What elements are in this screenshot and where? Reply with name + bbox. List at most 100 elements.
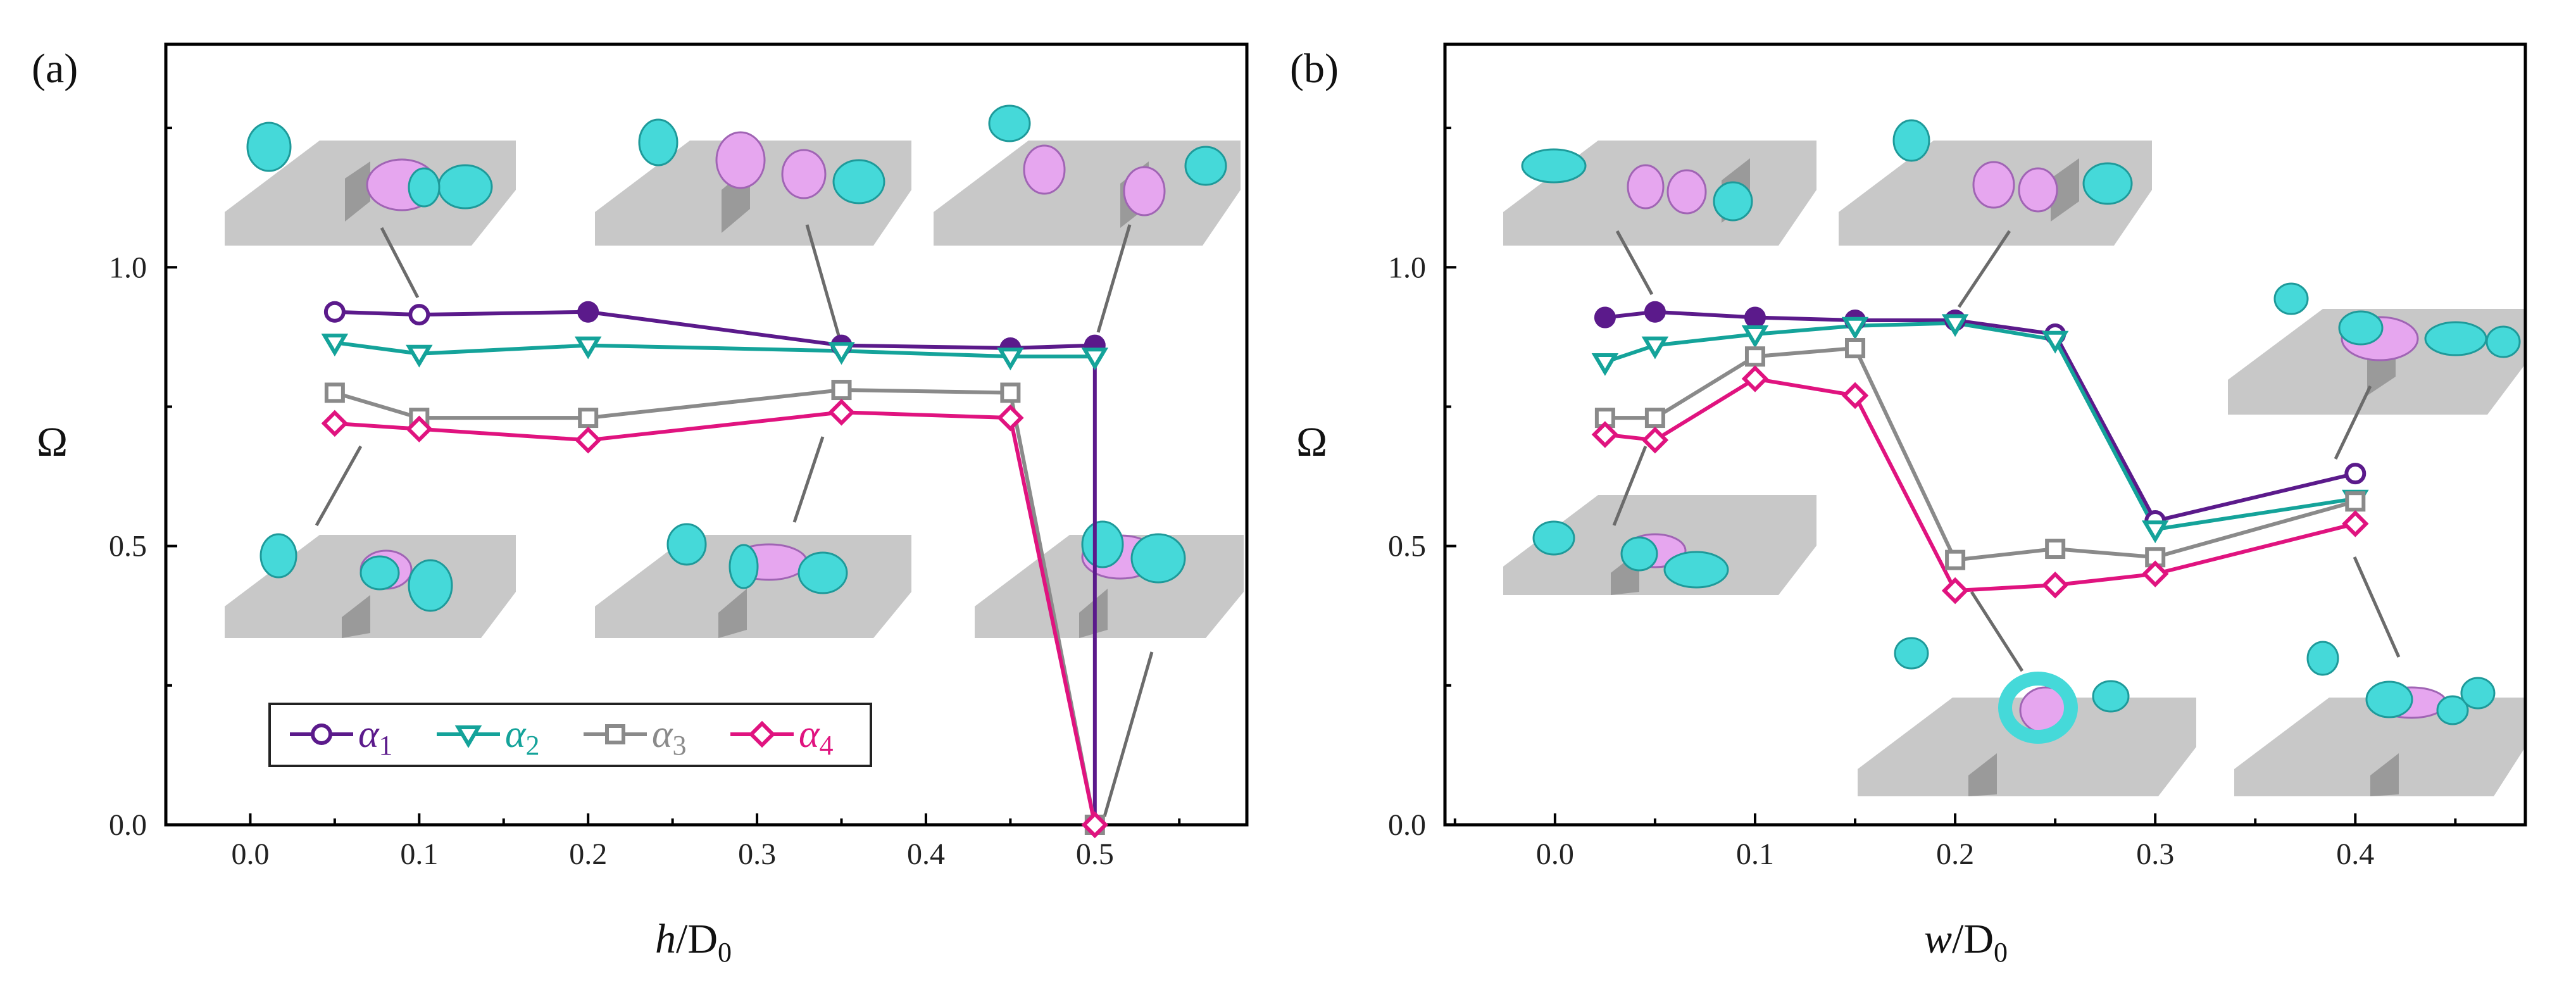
vortex-inset-a2	[595, 118, 911, 246]
panel-b-leader-lines	[1612, 230, 2401, 672]
x-tick-label: 0.4	[2336, 837, 2374, 871]
legend: α1 α2 α3 α4	[268, 703, 872, 767]
data-point-α2	[1081, 348, 1109, 371]
data-point-α3	[1845, 337, 1866, 358]
data-point-α3	[2345, 491, 2366, 512]
data-point-α1	[1744, 306, 1766, 329]
data-point-α2	[1591, 353, 1619, 376]
vortex-inset-b3	[2228, 282, 2525, 415]
data-point-α3	[1644, 408, 1665, 429]
vortex-inset-a6	[975, 520, 1244, 638]
x-tick-label: 0.4	[907, 837, 945, 871]
data-point-α4	[1081, 811, 1109, 839]
data-point-α2	[1941, 314, 1969, 337]
x-tick-label: 0.1	[400, 837, 438, 871]
data-point-α1	[1644, 301, 1666, 323]
vortex-inset-a3	[934, 104, 1241, 246]
panel-b-label: (b)	[1290, 46, 1339, 92]
series-line-α2	[334, 341, 1095, 359]
data-point-α4	[2041, 572, 2069, 599]
series-line-α3	[334, 388, 1097, 825]
x-tick-label: 0.5	[1076, 837, 1114, 871]
panel-b-plot: 0.0 0.1 0.2 0.3 0.4 0.0 0.5 1.0	[1388, 42, 2527, 871]
panel-b: (b)	[1290, 42, 2527, 968]
legend-label: α1	[358, 713, 393, 761]
data-point-α1	[408, 304, 430, 326]
vortex-inset-a1	[225, 122, 516, 246]
data-point-α1	[1594, 306, 1616, 329]
panel-b-insets	[1503, 119, 2525, 796]
data-point-α3	[2045, 539, 2066, 560]
series-line-α2	[1604, 321, 2356, 532]
data-point-α4	[2141, 560, 2169, 587]
series-line-α4	[334, 410, 1097, 825]
vortex-inset-b6	[2234, 641, 2525, 796]
legend-marker	[454, 725, 482, 748]
data-point-α2	[1741, 325, 1769, 348]
y-tick-label: 1.0	[1388, 251, 1426, 284]
x-tick-label: 0.2	[569, 837, 607, 871]
data-point-α2	[2141, 520, 2169, 544]
data-point-α1	[2344, 463, 2367, 485]
data-point-α3	[1945, 549, 1966, 570]
panel-a-ylabel: Ω	[37, 419, 68, 465]
legend-item-α2: α2	[437, 713, 540, 761]
data-point-α2	[997, 348, 1024, 371]
panel-a-frame	[164, 42, 1249, 827]
data-point-α2	[574, 336, 602, 360]
y-tick-label: 0.0	[1388, 808, 1426, 842]
x-tick-label: 0.3	[738, 837, 776, 871]
y-tick-label: 1.0	[109, 251, 147, 284]
legend-marker	[748, 720, 776, 748]
panel-a-plot: 0.0 0.1 0.2 0.3 0.4 0.5 0.0 0.5 1.0	[109, 42, 1249, 871]
panel-a-label: (a)	[32, 46, 78, 92]
vortex-inset-b5	[1858, 637, 2196, 796]
data-point-α3	[1744, 346, 1765, 367]
legend-marker	[605, 724, 625, 744]
panel-a: (a)	[32, 42, 1249, 968]
data-point-α4	[997, 404, 1024, 432]
data-point-α2	[406, 344, 433, 368]
data-point-α4	[1591, 421, 1619, 448]
x-tick-label: 0.0	[231, 837, 269, 871]
data-point-α4	[321, 410, 349, 437]
series-line-α4	[1604, 377, 2356, 593]
data-point-α2	[321, 334, 349, 357]
x-tick-label: 0.0	[1536, 837, 1574, 871]
legend-item-α4: α4	[730, 713, 834, 761]
legend-marker	[311, 724, 332, 745]
series-line-α1	[1604, 310, 2356, 523]
data-point-α2	[828, 342, 855, 365]
data-point-α4	[1841, 382, 1869, 410]
vortex-inset-a4	[225, 533, 516, 638]
panel-a-leader-lines	[315, 224, 1154, 817]
panel-a-insets	[225, 104, 1244, 817]
vortex-inset-b2	[1839, 119, 2152, 246]
vortex-inset-b1	[1503, 141, 1816, 246]
legend-label: α4	[799, 713, 834, 761]
data-point-α3	[578, 408, 599, 429]
data-point-α1	[577, 301, 599, 323]
legend-item-α1: α1	[290, 713, 393, 761]
y-tick-label: 0.5	[109, 530, 147, 563]
y-tick-label: 0.5	[1388, 530, 1426, 563]
series-lines	[1604, 310, 2356, 593]
data-point-α3	[831, 380, 852, 401]
data-point-α4	[828, 399, 855, 426]
panel-b-xlabel: w/D0	[1924, 916, 2008, 968]
vortex-inset-a5	[595, 523, 911, 638]
x-tick-label: 0.1	[1736, 837, 1774, 871]
legend-label: α2	[505, 713, 540, 761]
data-point-α4	[1641, 427, 1669, 454]
data-point-α4	[574, 427, 602, 454]
data-point-α4	[1941, 577, 1969, 605]
x-tick-label: 0.3	[2136, 837, 2174, 871]
data-point-α3	[324, 382, 345, 403]
legend-item-α3: α3	[584, 713, 687, 761]
data-point-α4	[1741, 365, 1769, 392]
panel-a-xlabel: h/D0	[655, 916, 732, 968]
series-line-α3	[1604, 346, 2356, 562]
data-point-α2	[2041, 330, 2069, 354]
data-point-α3	[1000, 382, 1021, 403]
